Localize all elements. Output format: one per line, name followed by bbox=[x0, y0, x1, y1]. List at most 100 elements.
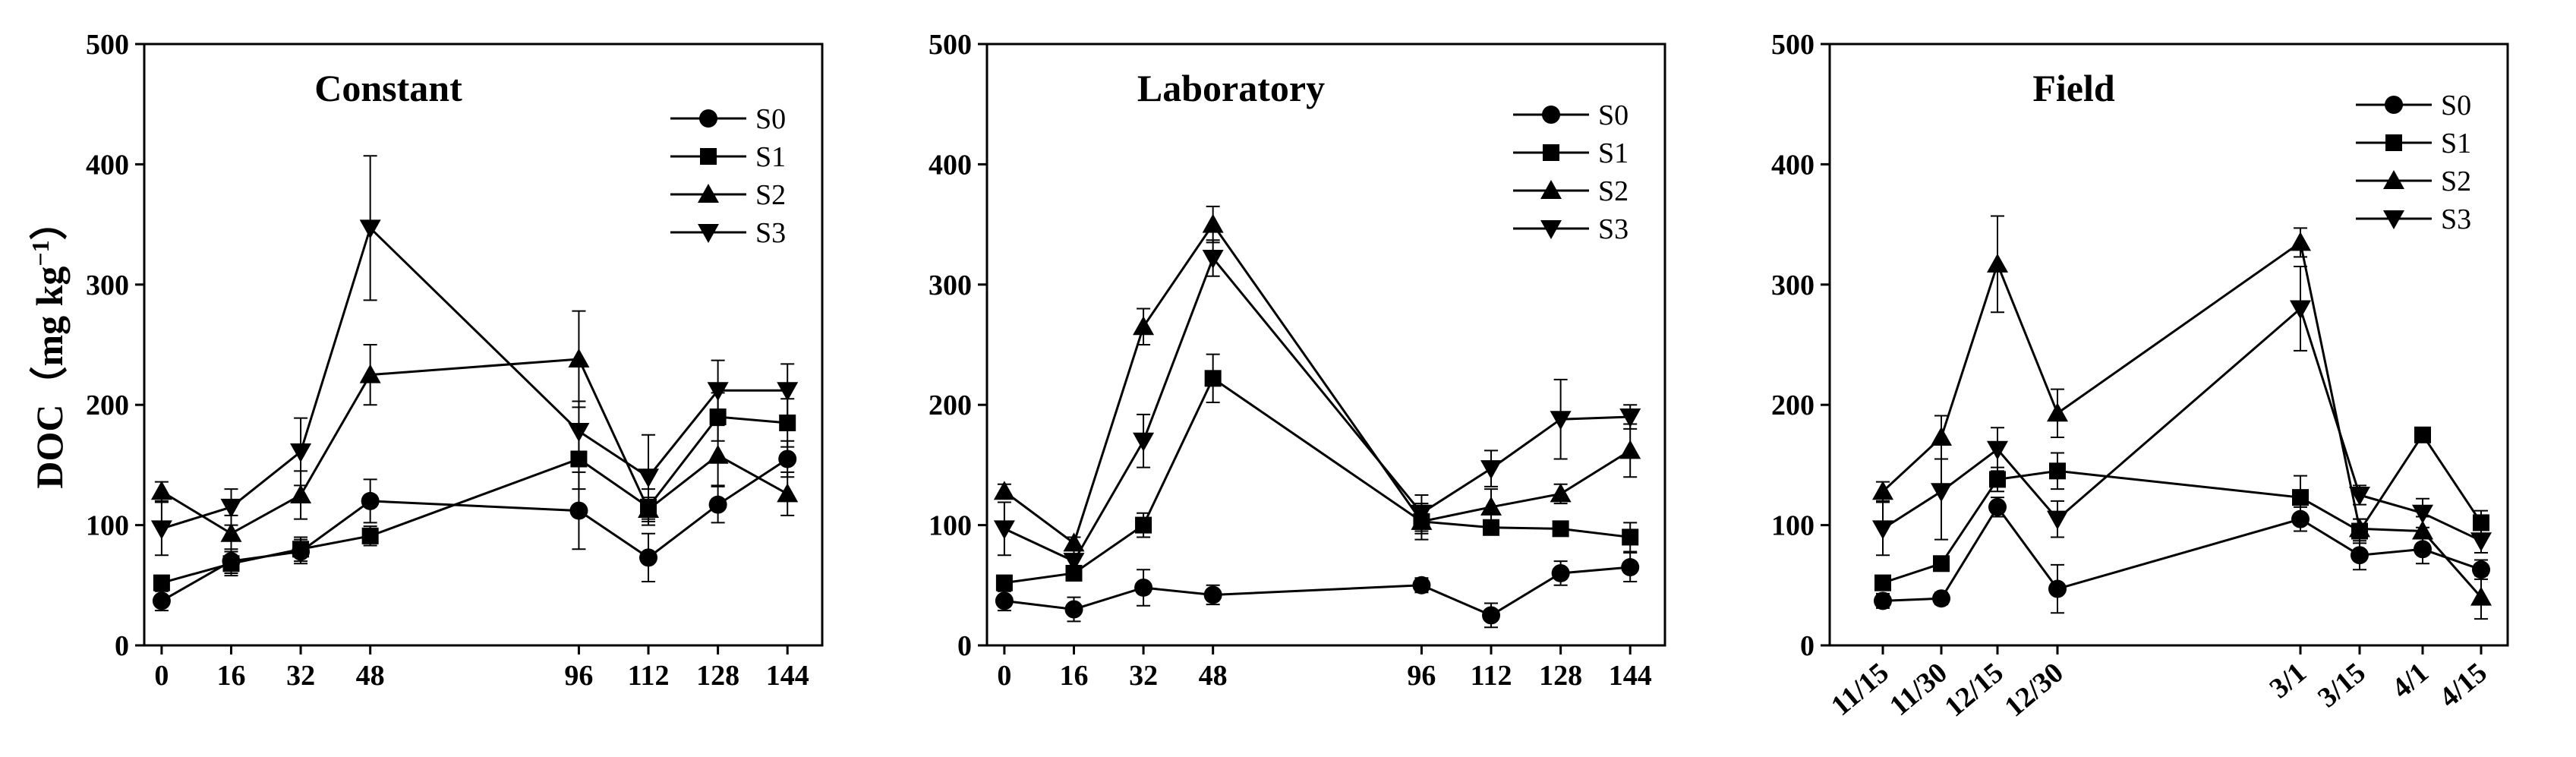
data-point-s0 bbox=[1932, 589, 1950, 608]
data-point-s0 bbox=[1412, 576, 1431, 595]
panel-title: Field bbox=[2032, 67, 2115, 109]
y-tick-label: 400 bbox=[929, 149, 972, 181]
data-point-s0 bbox=[361, 491, 380, 510]
data-point-s0 bbox=[2414, 540, 2432, 559]
data-point-s3 bbox=[290, 443, 312, 462]
data-point-s2 bbox=[359, 364, 381, 383]
x-tick-label: 11/30 bbox=[1884, 657, 1953, 722]
series-s3 bbox=[1872, 266, 2492, 557]
data-point-s0 bbox=[1482, 606, 1501, 625]
legend: S0 S1 S2 S3 bbox=[670, 103, 786, 249]
data-point-s3 bbox=[1063, 553, 1085, 572]
data-point-s1 bbox=[1135, 516, 1152, 534]
data-point-s3 bbox=[1411, 504, 1433, 524]
data-point-s0 bbox=[2351, 546, 2369, 565]
data-point-s1 bbox=[2049, 462, 2066, 480]
x-tick-label: 144 bbox=[1609, 660, 1652, 692]
series-line-s1 bbox=[1882, 433, 2483, 585]
data-point-s1 bbox=[1483, 519, 1500, 536]
x-tick-label: 0 bbox=[997, 660, 1011, 692]
series-s0 bbox=[152, 440, 797, 612]
data-point-s1 bbox=[361, 527, 379, 544]
data-point-s2 bbox=[2290, 232, 2311, 251]
legend-label-s0: S0 bbox=[2441, 90, 2471, 121]
data-point-s0 bbox=[995, 591, 1014, 610]
x-tick-label: 0 bbox=[154, 660, 169, 692]
data-point-s0 bbox=[569, 501, 588, 520]
legend-label-s2: S2 bbox=[2441, 166, 2471, 197]
data-point-s1 bbox=[2473, 514, 2489, 531]
x-tick-label: 16 bbox=[1059, 660, 1088, 692]
x-tick-label: 128 bbox=[1539, 660, 1582, 692]
x-tick-label: 96 bbox=[564, 660, 593, 692]
y-axis-label-superscript: −1 bbox=[27, 240, 54, 266]
data-point-s1 bbox=[2414, 426, 2431, 443]
data-point-s1 bbox=[1874, 574, 1891, 591]
x-tick-label: 48 bbox=[1199, 660, 1228, 692]
legend: S0 S1 S2 S3 bbox=[1513, 99, 1629, 245]
x-tick-label: 144 bbox=[766, 660, 809, 692]
data-point-s1 bbox=[1989, 471, 2006, 488]
legend-marker-s3 bbox=[1540, 220, 1562, 239]
series-s1 bbox=[1874, 426, 2489, 591]
legend-label-s1: S1 bbox=[1598, 137, 1629, 169]
x-tick-label: 16 bbox=[216, 660, 245, 692]
data-point-s3 bbox=[1619, 408, 1641, 428]
series-line-s1 bbox=[161, 415, 788, 585]
data-point-s3 bbox=[638, 468, 660, 488]
y-axis-label: DOC（mg kg−1） bbox=[27, 202, 71, 488]
data-point-s3 bbox=[777, 382, 799, 402]
data-point-s0 bbox=[1203, 585, 1222, 604]
x-tick-label: 12/30 bbox=[1998, 657, 2069, 724]
data-point-s0 bbox=[1064, 600, 1083, 619]
data-point-s2 bbox=[2349, 518, 2370, 538]
data-point-s0 bbox=[152, 591, 171, 610]
data-point-s3 bbox=[220, 498, 242, 518]
series-s0 bbox=[1874, 497, 2490, 614]
y-tick-label: 100 bbox=[86, 510, 129, 542]
data-point-s1 bbox=[1622, 528, 1639, 546]
data-point-s1 bbox=[995, 574, 1013, 591]
x-tick-label: 112 bbox=[1471, 660, 1512, 692]
series-s3 bbox=[150, 155, 799, 557]
y-tick-label: 200 bbox=[929, 390, 972, 421]
panel-title: Constant bbox=[314, 67, 462, 109]
data-point-s3 bbox=[2412, 504, 2433, 524]
legend-marker-s0 bbox=[1542, 106, 1560, 124]
data-point-s2 bbox=[1550, 483, 1572, 503]
legend-marker-s1 bbox=[700, 148, 717, 165]
x-tick-label: 48 bbox=[356, 660, 385, 692]
x-tick-label: 4/1 bbox=[2386, 657, 2435, 705]
panel-constant: 0 100 200 300 400 500 0 16 32 48 96 112 128 144 Consta… bbox=[86, 29, 824, 692]
data-point-s2 bbox=[2047, 402, 2068, 422]
data-point-s3 bbox=[2290, 300, 2311, 320]
legend-label-s3: S3 bbox=[755, 217, 786, 249]
data-point-s2 bbox=[290, 484, 312, 503]
y-tick-label: 400 bbox=[1771, 149, 1815, 181]
data-point-s2 bbox=[2470, 586, 2492, 606]
x-tick-label: 3/15 bbox=[2312, 657, 2372, 714]
legend-marker-s1 bbox=[1543, 144, 1559, 161]
data-point-s2 bbox=[777, 483, 799, 503]
y-tick-label: 100 bbox=[1771, 510, 1815, 542]
data-point-s0 bbox=[2048, 579, 2067, 598]
plot-frame bbox=[1828, 43, 2509, 647]
legend-label-s3: S3 bbox=[1598, 213, 1629, 245]
data-point-s1 bbox=[292, 541, 310, 558]
data-point-s1 bbox=[779, 414, 796, 431]
data-point-s1 bbox=[153, 574, 170, 591]
x-tick-label: 128 bbox=[696, 660, 739, 692]
data-point-s2 bbox=[1480, 496, 1502, 516]
data-point-s3 bbox=[568, 423, 590, 443]
data-point-s0 bbox=[1134, 578, 1153, 597]
data-point-s0 bbox=[1874, 591, 1892, 610]
data-point-s3 bbox=[1931, 483, 1952, 503]
data-point-s3 bbox=[2047, 510, 2068, 530]
legend-label-s0: S0 bbox=[755, 103, 786, 135]
data-point-s3 bbox=[1202, 249, 1224, 269]
legend-marker-s1 bbox=[2385, 134, 2402, 151]
x-tick-label: 4/15 bbox=[2433, 657, 2493, 714]
series-line-s2 bbox=[1004, 222, 1631, 545]
data-point-s2 bbox=[1202, 213, 1224, 233]
